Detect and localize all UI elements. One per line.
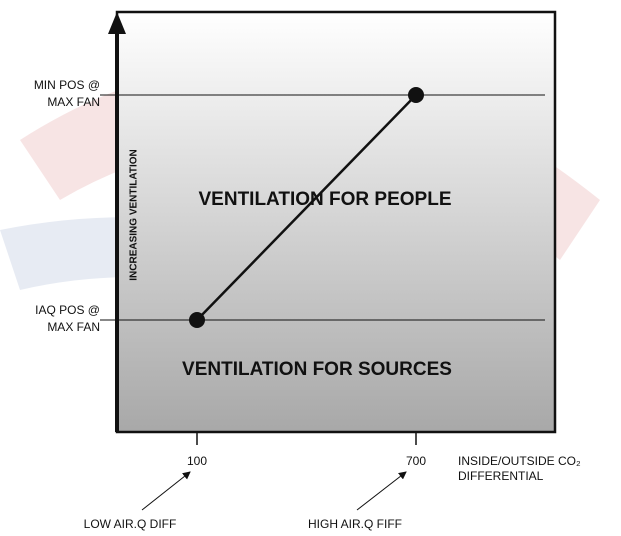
y-level-label: MAX FAN (47, 320, 100, 334)
point (408, 87, 424, 103)
point (189, 312, 205, 328)
annotation: HIGH AIR.Q FIFF (308, 517, 402, 531)
region-label: VENTILATION FOR SOURCES (182, 359, 452, 380)
plot-box (115, 10, 557, 434)
y-axis-label: INCREASING VENTILATION (129, 149, 140, 280)
trend-line (196, 94, 417, 321)
y-level-label: MAX FAN (47, 95, 100, 109)
annotation: LOW AIR.Q DIFF (84, 517, 177, 531)
y-level-label: MIN POS @ (34, 78, 100, 92)
x-tick-label: 700 (406, 454, 426, 468)
annotation-arrow (141, 471, 191, 511)
x-tick-label: 100 (187, 454, 207, 468)
y-level-label: IAQ POS @ (35, 303, 100, 317)
region-label: VENTILATION FOR PEOPLE (199, 189, 452, 210)
x-axis-label: INSIDE/OUTSIDE CO₂ (458, 454, 581, 468)
arrow-head (108, 12, 126, 34)
x-axis-label: DIFFERENTIAL (458, 469, 544, 483)
annotation-arrow (356, 471, 407, 511)
